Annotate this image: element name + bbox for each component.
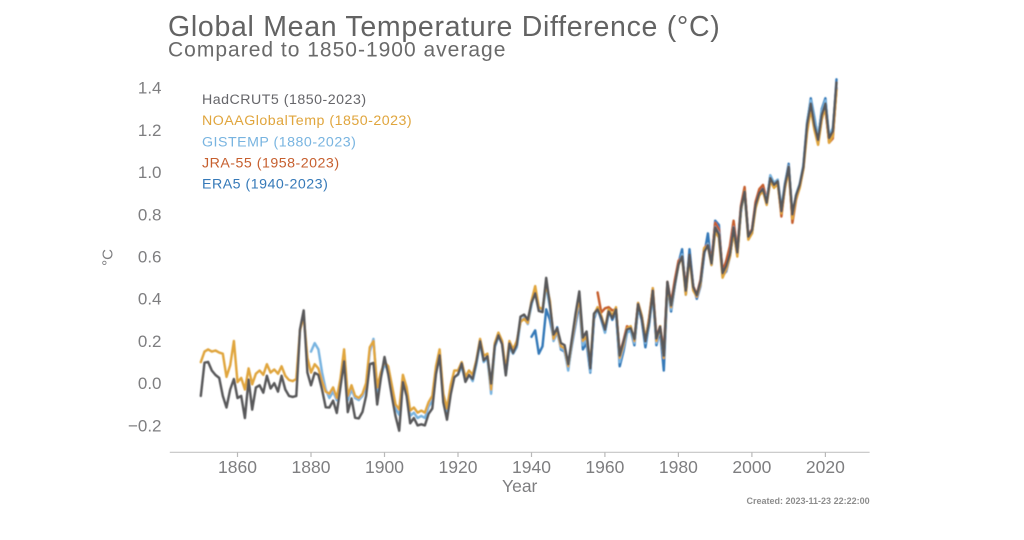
svg-text:1980: 1980 [659, 457, 698, 477]
svg-text:0.0: 0.0 [138, 374, 162, 393]
svg-text:Compared to 1850-1900 average: Compared to 1850-1900 average [168, 39, 506, 62]
svg-text:HadCRUT5 (1850-2023): HadCRUT5 (1850-2023) [202, 92, 367, 108]
svg-text:1920: 1920 [439, 457, 478, 477]
svg-text:°C: °C [100, 249, 117, 266]
svg-text:1900: 1900 [365, 457, 404, 477]
svg-text:1880: 1880 [292, 457, 331, 477]
svg-text:Year: Year [502, 476, 538, 496]
svg-text:NOAAGlobalTemp (1850-2023): NOAAGlobalTemp (1850-2023) [202, 113, 412, 129]
svg-text:1.2: 1.2 [138, 121, 162, 140]
svg-text:0.8: 0.8 [138, 205, 162, 224]
svg-text:1.0: 1.0 [138, 163, 162, 182]
svg-text:Global Mean Temperature Differ: Global Mean Temperature Difference (°C) [168, 11, 720, 43]
svg-text:ERA5 (1940-2023): ERA5 (1940-2023) [202, 177, 328, 193]
svg-text:1860: 1860 [218, 457, 257, 477]
svg-text:JRA-55 (1958-2023): JRA-55 (1958-2023) [202, 156, 340, 172]
svg-text:2000: 2000 [732, 457, 771, 477]
svg-text:0.6: 0.6 [138, 248, 162, 267]
svg-text:0.2: 0.2 [138, 332, 162, 351]
svg-text:0.4: 0.4 [138, 290, 162, 309]
svg-text:1960: 1960 [585, 457, 624, 477]
svg-text:GISTEMP (1880-2023): GISTEMP (1880-2023) [202, 134, 356, 150]
svg-text:1.4: 1.4 [138, 79, 162, 98]
svg-text:2020: 2020 [806, 457, 845, 477]
svg-text:Created: 2023-11-23 22:22:00: Created: 2023-11-23 22:22:00 [747, 496, 870, 506]
svg-text:−0.2: −0.2 [128, 416, 162, 435]
svg-text:1940: 1940 [512, 457, 551, 477]
